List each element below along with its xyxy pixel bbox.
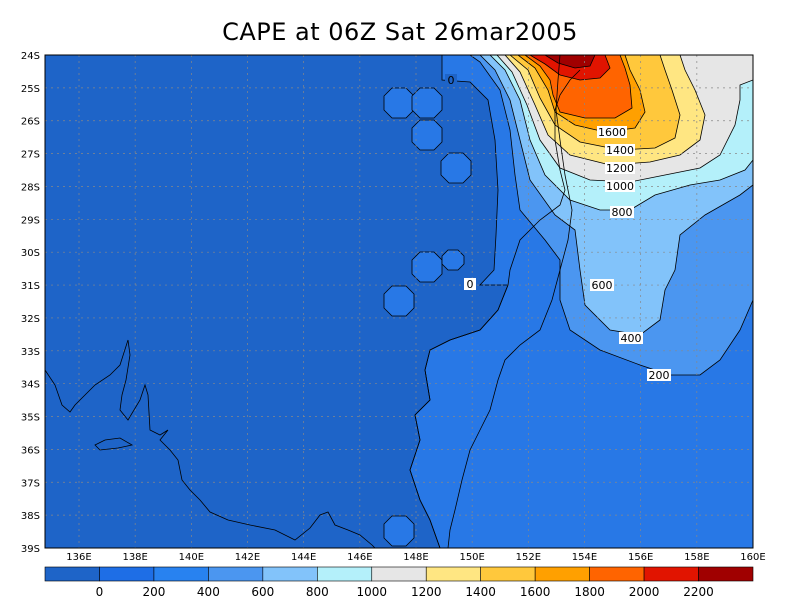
lon-label-146E: 146E: [347, 552, 372, 563]
coastline: [45, 69, 581, 548]
contour-label-800: 800: [612, 206, 633, 219]
colorbar-label-2000: 2000: [629, 585, 660, 599]
colorbar-swatch: [317, 566, 373, 582]
lat-label-36S: 36S: [21, 445, 40, 456]
cape-field-2200: [545, 55, 595, 68]
lat-label-24S: 24S: [21, 51, 40, 62]
contour-label-0b: 0: [467, 278, 474, 291]
colorbar-swatch: [208, 566, 264, 582]
colorbar: 0 200 400 600 800 1000 1200 1400 1600 1800 2000 220…: [44, 566, 754, 599]
contour-label-600: 600: [592, 279, 613, 292]
map-frame: [44, 54, 754, 549]
lat-label-39S: 39S: [21, 544, 40, 555]
lat-label-38S: 38S: [21, 511, 40, 522]
cape-cells: [383, 87, 472, 547]
lat-label-31S: 31S: [21, 281, 40, 292]
colorbar-label-1600: 1600: [520, 585, 551, 599]
contour-label-group: 0 0 200 400 600 800 1000 1200 1400 1600: [445, 74, 671, 382]
lat-label-33S: 33S: [21, 347, 40, 358]
colorbar-label-200: 200: [142, 585, 165, 599]
colorbar-swatch: [589, 566, 645, 582]
lat-label-26S: 26S: [21, 117, 40, 128]
lat-label-37S: 37S: [21, 478, 40, 489]
colorbar-swatch: [534, 566, 590, 582]
colorbar-swatch: [698, 566, 754, 582]
colorbar-label-2200: 2200: [683, 585, 714, 599]
contour-label-200: 200: [649, 369, 670, 382]
colorbar-label-800: 800: [306, 585, 329, 599]
colorbar-swatch: [153, 566, 209, 582]
contour-label-1000: 1000: [606, 180, 634, 193]
colorbar-label-1400: 1400: [465, 585, 496, 599]
lat-label-27S: 27S: [21, 150, 40, 161]
map-title: CAPE at 06Z Sat 26mar2005: [222, 18, 578, 46]
colorbar-swatch: [643, 566, 699, 582]
colorbar-label-1200: 1200: [411, 585, 442, 599]
longitude-labels: 136E 138E 140E 142E 144E 146E 148E 150E 152E 154E…: [66, 552, 765, 563]
colorbar-label-0: 0: [96, 585, 104, 599]
lat-label-25S: 25S: [21, 84, 40, 95]
lon-label-142E: 142E: [235, 552, 260, 563]
lon-label-144E: 144E: [291, 552, 316, 563]
lon-label-138E: 138E: [122, 552, 147, 563]
contour-label-1200: 1200: [606, 162, 634, 175]
colorbar-swatch: [425, 566, 481, 582]
lon-label-160E: 160E: [740, 552, 765, 563]
colorbar-label-1000: 1000: [356, 585, 387, 599]
colorbar-swatch: [480, 566, 536, 582]
lon-label-140E: 140E: [179, 552, 204, 563]
colorbar-swatch: [99, 566, 155, 582]
lon-label-154E: 154E: [572, 552, 597, 563]
lat-label-34S: 34S: [21, 380, 40, 391]
lat-label-35S: 35S: [21, 413, 40, 424]
lat-label-30S: 30S: [21, 248, 40, 259]
lon-label-148E: 148E: [403, 552, 428, 563]
contour-label-0a: 0: [448, 74, 455, 87]
east-coastline: [447, 55, 573, 548]
colorbar-swatch: [262, 566, 318, 582]
lat-label-32S: 32S: [21, 314, 40, 325]
colorbar-swatch: [44, 566, 100, 582]
lon-label-152E: 152E: [516, 552, 541, 563]
contour-label-1600: 1600: [598, 126, 626, 139]
colorbar-label-600: 600: [251, 585, 274, 599]
lat-label-28S: 28S: [21, 182, 40, 193]
lat-label-29S: 29S: [21, 215, 40, 226]
contour-label-400: 400: [621, 332, 642, 345]
contour-label-1400: 1400: [606, 144, 634, 157]
latitude-labels: 24S 25S 26S 27S 28S 29S 30S 31S 32S 33S 34S 35S 36S 3…: [21, 51, 40, 555]
colorbar-label-1800: 1800: [574, 585, 605, 599]
map-plot-area: [45, 55, 753, 548]
lon-label-158E: 158E: [684, 552, 709, 563]
colorbar-label-400: 400: [197, 585, 220, 599]
lon-label-136E: 136E: [66, 552, 91, 563]
colorbar-swatch: [371, 566, 427, 582]
lon-label-150E: 150E: [459, 552, 484, 563]
lon-label-156E: 156E: [628, 552, 653, 563]
